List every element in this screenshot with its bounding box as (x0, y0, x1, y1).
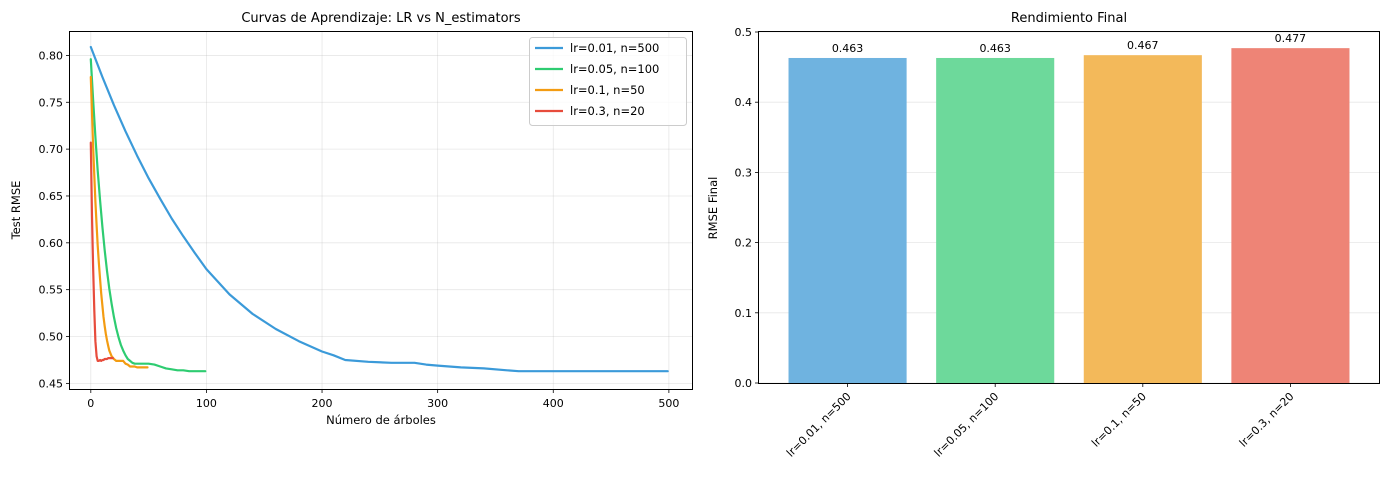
legend-box (529, 37, 687, 126)
left-y-tick-label: 0.45 (39, 377, 64, 390)
left-x-ticks: 0 100 200 300 400 500 (87, 389, 679, 410)
right-y-tick-label: 0.3 (735, 166, 753, 179)
legend-label-2: lr=0.05, n=100 (570, 62, 659, 76)
left-x-tick-label: 300 (427, 397, 448, 410)
right-y-ticks: 0.0 0.1 0.2 0.3 0.4 0.5 (735, 26, 759, 390)
left-x-tick-label: 200 (312, 397, 333, 410)
right-x-ticks: lr=0.01, n=500 lr=0.05, n=100 lr=0.1, n=50… (784, 383, 1297, 460)
left-x-tick-label: 500 (658, 397, 679, 410)
right-y-tick-label: 0.0 (735, 377, 753, 390)
left-y-axis-label: Test RMSE (9, 181, 23, 241)
legend: lr=0.01, n=500 lr=0.05, n=100 lr=0.1, n=50… (529, 37, 687, 126)
final-performance-chart: Rendimiento Final 0.463 0.463 0.467 0.477 l… (706, 11, 1380, 460)
left-y-tick-label: 0.60 (39, 237, 64, 250)
right-plot-frame (758, 31, 1380, 384)
left-chart-title: Curvas de Aprendizaje: LR vs N_estimator… (241, 11, 521, 26)
bar-3 (1083, 55, 1202, 383)
bar-value-label-3: 0.467 (1127, 39, 1159, 52)
left-plot-frame (69, 31, 693, 390)
right-y-axis-label: RMSE Final (706, 177, 720, 240)
left-x-tick-label: 0 (87, 397, 94, 410)
series-line-1 (89, 45, 669, 373)
series-line-2 (89, 58, 207, 373)
right-y-tick-label: 0.1 (735, 307, 753, 320)
right-y-tick-label: 0.4 (735, 96, 753, 109)
legend-label-4: lr=0.3, n=20 (570, 104, 645, 118)
left-y-tick-label: 0.80 (39, 49, 64, 62)
legend-label-1: lr=0.01, n=500 (570, 41, 659, 55)
bar-4 (1231, 48, 1350, 384)
learning-curves-chart: Curvas de Aprendizaje: LR vs N_estimator… (9, 11, 693, 427)
series-line-4 (89, 141, 114, 362)
right-chart-title: Rendimiento Final (1011, 11, 1127, 26)
right-x-tick-label: lr=0.01, n=500 (784, 390, 854, 460)
right-x-tick-label: lr=0.05, n=100 (932, 390, 1002, 460)
right-y-tick-label: 0.2 (735, 237, 753, 250)
right-y-tick-label: 0.5 (735, 26, 753, 39)
legend-label-3: lr=0.1, n=50 (570, 83, 645, 97)
left-x-axis-label: Número de árboles (326, 413, 436, 427)
left-y-tick-label: 0.75 (39, 96, 64, 109)
bar-value-label-2: 0.463 (979, 42, 1011, 55)
left-y-tick-label: 0.65 (39, 190, 64, 203)
bar-value-label-4: 0.477 (1275, 32, 1307, 45)
left-y-tick-label: 0.50 (39, 331, 64, 344)
series-line-3 (89, 75, 149, 369)
left-y-ticks: 0.45 0.50 0.55 0.60 0.65 0.70 0.75 0.80 (39, 49, 70, 390)
bar-1 (788, 57, 907, 383)
left-y-tick-label: 0.55 (39, 284, 64, 297)
right-x-tick-label: lr=0.1, n=50 (1089, 390, 1149, 450)
bar-2 (936, 57, 1055, 383)
left-x-tick-label: 100 (196, 397, 217, 410)
bar-value-label-1: 0.463 (832, 42, 864, 55)
right-x-tick-label: lr=0.3, n=20 (1237, 390, 1297, 450)
right-bars: 0.463 0.463 0.467 0.477 (788, 32, 1350, 384)
left-y-tick-label: 0.70 (39, 143, 64, 156)
left-x-tick-label: 400 (543, 397, 564, 410)
left-series-lines (89, 45, 669, 373)
